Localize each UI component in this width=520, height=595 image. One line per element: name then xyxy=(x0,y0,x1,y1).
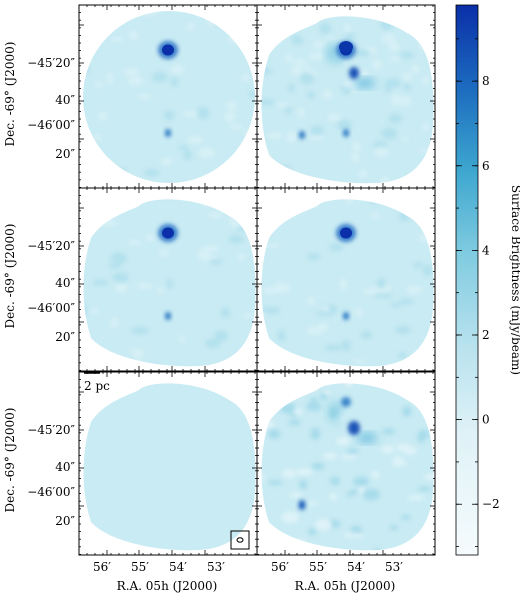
source-emission xyxy=(357,434,377,442)
source-emission xyxy=(343,312,349,320)
panel-r1-c0 xyxy=(83,199,256,367)
scale-bar: 2 pc xyxy=(84,372,110,393)
panel-frames: −45′20″ 40″ −46′00″ 20″ −45′20″ 40″ −46′00″ 20″… xyxy=(27,4,436,574)
panel-r2-c0 xyxy=(83,383,256,551)
x-axis-label-right: R.A. 05h (J2000) xyxy=(295,579,396,593)
colorbar-tick-label: 0 xyxy=(482,413,490,427)
colorbar-tick-label: 6 xyxy=(482,159,490,173)
image-footprint xyxy=(83,383,256,551)
source-emission xyxy=(162,44,174,56)
colorbar-ticks: −2 0 2 4 6 8 xyxy=(456,38,500,547)
colorbar-tick-label: −2 xyxy=(482,497,500,511)
y-axis-label-row-1: Dec. -69° (J2000) xyxy=(3,224,17,329)
beam-indicator xyxy=(230,530,250,550)
panel-r0-c1 xyxy=(261,16,434,184)
x-axis-label-left: R.A. 05h (J2000) xyxy=(117,579,218,593)
source-emission xyxy=(162,227,174,239)
y-tick-label: −46′00″ xyxy=(27,485,75,499)
x-tick-label: 54′ xyxy=(347,560,365,574)
source-emission xyxy=(329,402,341,422)
source-emission xyxy=(339,41,353,53)
source-emission xyxy=(165,312,171,320)
y-tick-label: −46′00″ xyxy=(27,118,75,132)
y-axis-label-row-2: Dec. -69° (J2000) xyxy=(3,408,17,513)
y-tick-label: 20″ xyxy=(55,514,75,528)
colorbar-tick-label: 8 xyxy=(482,74,490,88)
x-tick-label: 53′ xyxy=(207,560,225,574)
y-tick-label: −46′00″ xyxy=(27,301,75,315)
image-footprint xyxy=(83,199,256,367)
y-tick-label: −45′20″ xyxy=(27,423,75,437)
x-tick-label: 56′ xyxy=(93,560,111,574)
panel-r1-c1 xyxy=(261,199,434,367)
panel-grid xyxy=(83,11,434,551)
x-tick-label: 56′ xyxy=(271,560,289,574)
x-tick-label: 55′ xyxy=(131,560,149,574)
colorbar-tick-label: 2 xyxy=(482,328,490,342)
panel-r2-c1 xyxy=(261,383,434,551)
source-emission xyxy=(299,131,305,139)
x-tick-label: 55′ xyxy=(309,560,327,574)
y-tick-label: 20″ xyxy=(55,330,75,344)
y-axis-label-row-0: Dec. -69° (J2000) xyxy=(3,42,17,147)
y-tick-label: 40″ xyxy=(55,276,75,290)
source-emission xyxy=(298,500,306,510)
panel-r0-c0 xyxy=(83,11,255,183)
y-tick-label: 20″ xyxy=(55,147,75,161)
source-emission xyxy=(341,397,351,407)
x-tick-label: 54′ xyxy=(169,560,187,574)
source-emission xyxy=(343,129,349,137)
colorbar xyxy=(455,4,479,556)
y-tick-label: −45′20″ xyxy=(27,239,75,253)
source-emission xyxy=(349,67,359,79)
y-tick-label: 40″ xyxy=(55,460,75,474)
source-emission xyxy=(355,79,375,87)
source-emission xyxy=(327,43,339,63)
y-tick-label: −45′20″ xyxy=(27,56,75,70)
y-tick-label: 40″ xyxy=(55,93,75,107)
source-emission xyxy=(165,129,171,137)
scale-bar-label: 2 pc xyxy=(84,379,110,393)
colorbar-tick-label: 4 xyxy=(482,243,490,257)
colorbar-label: Surface Brightness (mJy/beam) xyxy=(509,185,520,375)
source-emission xyxy=(348,421,360,435)
x-tick-label: 53′ xyxy=(385,560,403,574)
source-emission xyxy=(340,227,352,239)
